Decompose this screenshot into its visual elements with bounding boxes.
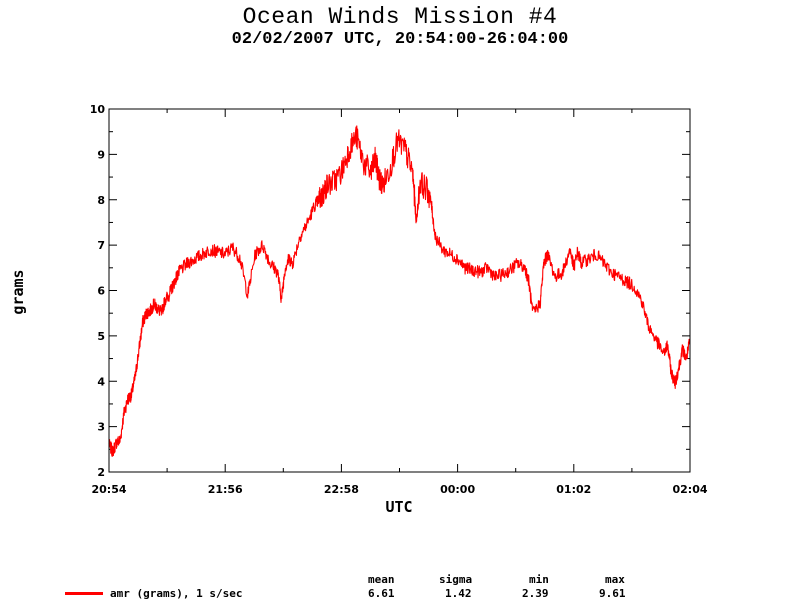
stats-value-min: 2.39: [522, 587, 549, 600]
stats-value-mean: 6.61: [368, 587, 395, 600]
stats-value-sigma: 1.42: [445, 587, 472, 600]
stats-header-max: max: [605, 573, 625, 586]
y-tick-label: 5: [97, 330, 105, 343]
y-tick-label: 8: [97, 194, 105, 207]
x-tick-labels: 20:54 21:56 22:58 00:00 01:02 02:04: [91, 483, 707, 496]
x-tick-label: 02:04: [672, 483, 707, 496]
x-tick-label: 22:58: [324, 483, 359, 496]
plot-frame: [108, 108, 691, 473]
y-tick-label: 6: [97, 285, 105, 298]
x-tick-label: 20:54: [91, 483, 126, 496]
axis-ticks: [108, 108, 691, 473]
legend-label: amr (grams), 1 s/sec: [110, 587, 243, 600]
x-axis-label: UTC: [385, 498, 412, 516]
y-axis-label: grams: [9, 269, 27, 314]
y-tick-label: 3: [97, 421, 105, 434]
stats-header-mean: mean: [368, 573, 395, 586]
y-tick-label: 4: [97, 375, 105, 388]
x-tick-label: 21:56: [208, 483, 243, 496]
x-tick-label: 01:02: [556, 483, 591, 496]
x-tick-label: 00:00: [440, 483, 475, 496]
legend-swatch: [65, 592, 103, 595]
chart-title: Ocean Winds Mission #4: [242, 4, 558, 30]
y-tick-label: 10: [90, 103, 106, 116]
y-tick-label: 2: [97, 466, 105, 479]
stats-value-max: 9.61: [599, 587, 626, 600]
series-line-amr: [108, 125, 691, 457]
y-tick-label: 9: [97, 148, 105, 161]
chart-subtitle: 02/02/2007 UTC, 20:54:00-26:04:00: [231, 30, 569, 49]
y-tick-label: 7: [97, 239, 105, 252]
stats-header-min: min: [529, 573, 549, 586]
stats-header-sigma: sigma: [439, 573, 473, 586]
y-tick-labels: 2 3 4 5 6 7 8 9 10: [90, 103, 106, 479]
